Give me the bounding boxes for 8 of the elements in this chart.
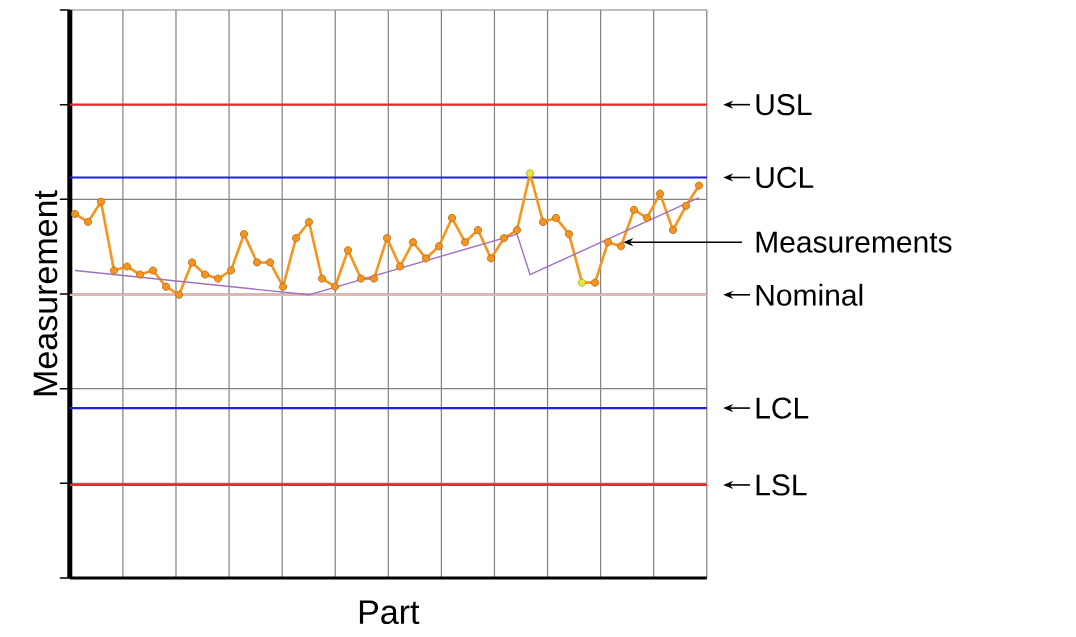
ref-line-label: LCL (756, 397, 809, 419)
ref-line-label: LSL (756, 474, 807, 496)
ref-line-label: UCL (756, 166, 814, 189)
y-axis-title: Measurement (33, 190, 58, 396)
ref-line-label: Nominal (756, 283, 863, 306)
ref-line-label: USL (756, 94, 812, 116)
x-axis-title: Part (359, 600, 420, 625)
text: Measurements (756, 231, 952, 253)
